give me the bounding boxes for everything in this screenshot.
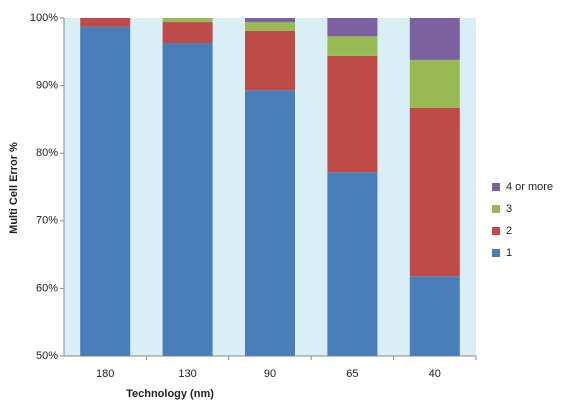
bar-segment	[245, 30, 295, 91]
legend-swatch	[492, 249, 500, 257]
legend-label: 3	[506, 203, 512, 215]
legend-label: 2	[506, 225, 512, 237]
x-tick-label: 90	[264, 368, 276, 380]
y-axis-title: Multi Cell Error %	[8, 142, 20, 234]
bar-segment	[245, 22, 295, 31]
bar-segment	[245, 18, 295, 23]
legend-swatch	[492, 183, 500, 191]
bar-segment	[327, 55, 378, 173]
bar-segment	[409, 107, 460, 277]
x-tick-label: 130	[178, 368, 196, 380]
bar-segment	[409, 276, 460, 356]
x-tick-label: 65	[346, 368, 358, 380]
bar-segment	[327, 18, 378, 37]
legend-swatch	[492, 227, 500, 235]
y-tick-label: 80%	[36, 147, 58, 159]
bar-segment	[162, 22, 213, 44]
x-tick-label: 180	[96, 368, 114, 380]
y-tick-label: 50%	[36, 350, 58, 362]
legend-label: 4 or more	[506, 181, 553, 193]
legend-swatch	[492, 205, 500, 213]
y-tick-label: 60%	[36, 282, 58, 294]
bar-segment	[327, 36, 378, 56]
y-tick-label: 70%	[36, 215, 58, 227]
bar-segment	[162, 18, 213, 23]
bar-segment	[162, 43, 213, 357]
x-tick-label: 40	[429, 368, 441, 380]
legend-label: 1	[506, 247, 512, 259]
y-tick-label: 100%	[30, 12, 58, 24]
x-axis-title: Technology (nm)	[126, 388, 214, 400]
bar-segment	[80, 18, 131, 27]
bar-segment	[409, 18, 460, 60]
bar-segment	[245, 90, 295, 356]
bar-segment	[80, 26, 131, 357]
bar-segment	[409, 59, 460, 108]
y-tick-label: 90%	[36, 80, 58, 92]
bar-segment	[327, 172, 378, 356]
